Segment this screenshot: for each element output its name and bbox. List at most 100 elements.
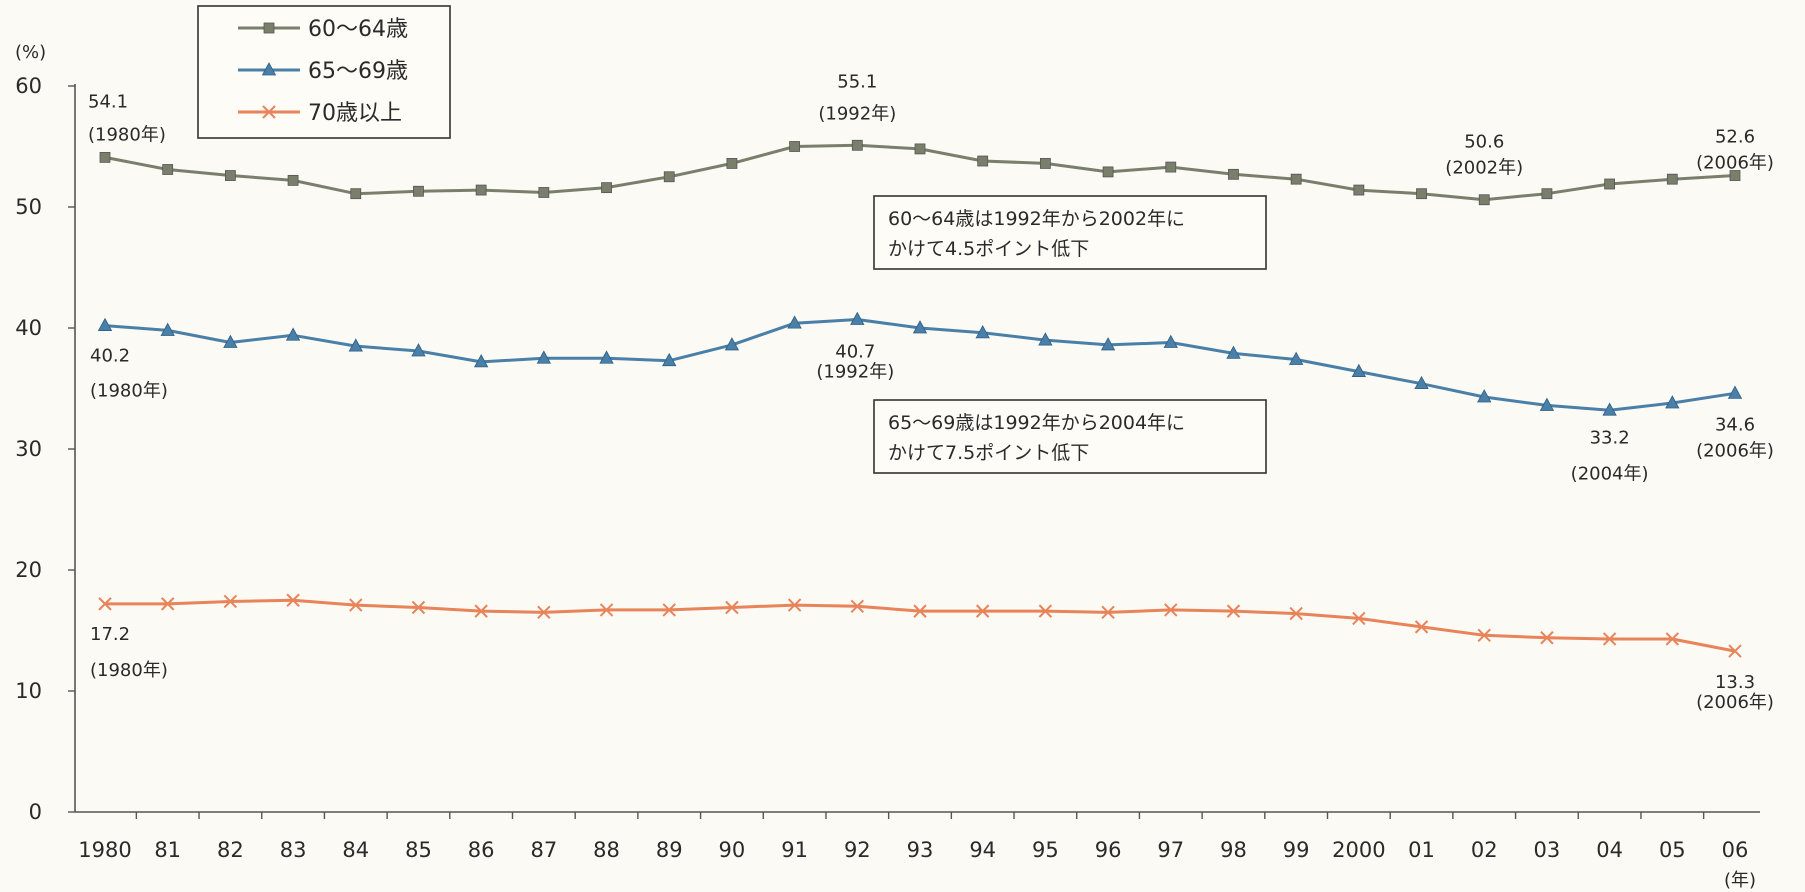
data-label-line: 34.6 [1715,414,1755,435]
series-line [105,598,1736,653]
x-axis-title: (年) [1724,870,1756,891]
annotation-frame [873,399,1267,474]
data-point [160,322,175,336]
x-tick-label: 87 [530,838,557,862]
data-point [1353,184,1365,196]
legend: 60〜64歳 65〜69歳 70歳以上 [197,5,451,139]
x-tick-label: 98 [1220,838,1247,862]
x-tick-label: 90 [719,838,746,862]
data-label-line: (1992年) [818,103,896,124]
annotation-text: 65〜69歳は1992年から2004年に [888,412,1185,434]
data-point [1100,337,1116,351]
data-point [536,350,552,364]
data-label: 55.1 (1992年) [818,71,896,124]
data-point [1226,345,1241,359]
annotation-text: かけて7.5ポイント低下 [888,442,1089,464]
data-point [286,593,300,607]
x-tick-label: 84 [342,838,369,862]
x-tick-label: 94 [969,838,996,862]
data-label: 17.2 (1980年) [90,624,168,681]
y-tick-label: 20 [15,558,42,582]
x-tick-label: 95 [1032,838,1059,862]
data-label: 40.7(1992年) [816,342,894,383]
data-point [850,599,865,614]
data-label: 50.6 (2002年) [1445,132,1523,179]
data-point [1414,620,1429,634]
data-point [726,158,738,169]
legend-label: 60〜64歳 [308,17,408,42]
data-point [1228,168,1239,180]
legend-marker [263,22,275,34]
x-tick-label: 97 [1157,838,1184,862]
series-layer [97,139,1743,658]
data-point [1665,632,1680,646]
data-point [725,600,739,615]
data-point [787,315,802,329]
y-tick-label: 50 [15,195,42,219]
data-point [1666,173,1678,185]
legend-item: 70歳以上 [238,101,402,126]
data-point [1038,604,1053,618]
data-point [413,185,424,197]
x-tick-label: 2000 [1332,838,1385,862]
legend-item: 60〜64歳 [238,17,408,42]
data-point [787,598,802,612]
data-point [1414,375,1429,390]
data-point [1604,178,1616,190]
x-tick-label: 85 [405,838,432,862]
data-point [538,187,550,198]
data-point [1728,644,1742,658]
legend-label: 65〜69歳 [308,59,408,84]
data-point [1288,351,1304,365]
data-label-line: (1980年) [90,381,168,402]
x-tick-label: 99 [1283,838,1310,862]
data-point [473,354,489,368]
data-label: 33.2 (2004年) [1571,427,1649,484]
x-tick-label: 93 [907,838,934,862]
x-tick-label: 04 [1596,838,1623,862]
legend-label: 70歳以上 [308,101,402,126]
data-label-line: 50.6 [1464,132,1504,153]
x-tick-label: 83 [280,838,307,862]
data-point [223,594,238,609]
data-point [975,325,990,339]
y-tick-label: 30 [15,437,42,461]
x-tick-label: 01 [1408,838,1435,862]
data-point [474,604,488,618]
data-label-line: 52.6 [1715,127,1755,148]
x-tick-label: 81 [154,838,181,862]
data-label-line: (2006年) [1696,153,1774,174]
data-point [223,334,238,348]
data-point [1038,332,1053,346]
data-point [1226,604,1241,618]
data-label: 52.6 (2006年) [1696,127,1774,174]
data-label: 13.3(2006年) [1696,672,1774,713]
annotation-frame [873,195,1267,270]
annotation-text: かけて4.5ポイント低下 [888,238,1089,260]
legend-marker [261,62,277,76]
data-label-line: (2006年) [1696,692,1774,713]
data-label-line: (1980年) [90,660,168,681]
data-point [1290,173,1302,185]
data-label: 34.6 (2006年) [1696,414,1774,461]
data-label-line: 13.3 [1715,672,1755,693]
data-point [663,171,675,183]
data-point [975,604,990,618]
data-point [349,598,363,612]
series-1 [99,139,1741,206]
data-point [724,337,740,351]
data-point [914,143,926,155]
data-point [224,170,236,181]
data-point [1039,158,1051,169]
x-tick-label: 91 [781,838,808,862]
y-tick-label: 40 [15,316,42,340]
annotation-text: 60〜64歳は1992年から2002年に [888,208,1185,230]
data-point [1602,632,1617,646]
data-point [1416,188,1427,200]
data-point [1477,628,1491,643]
